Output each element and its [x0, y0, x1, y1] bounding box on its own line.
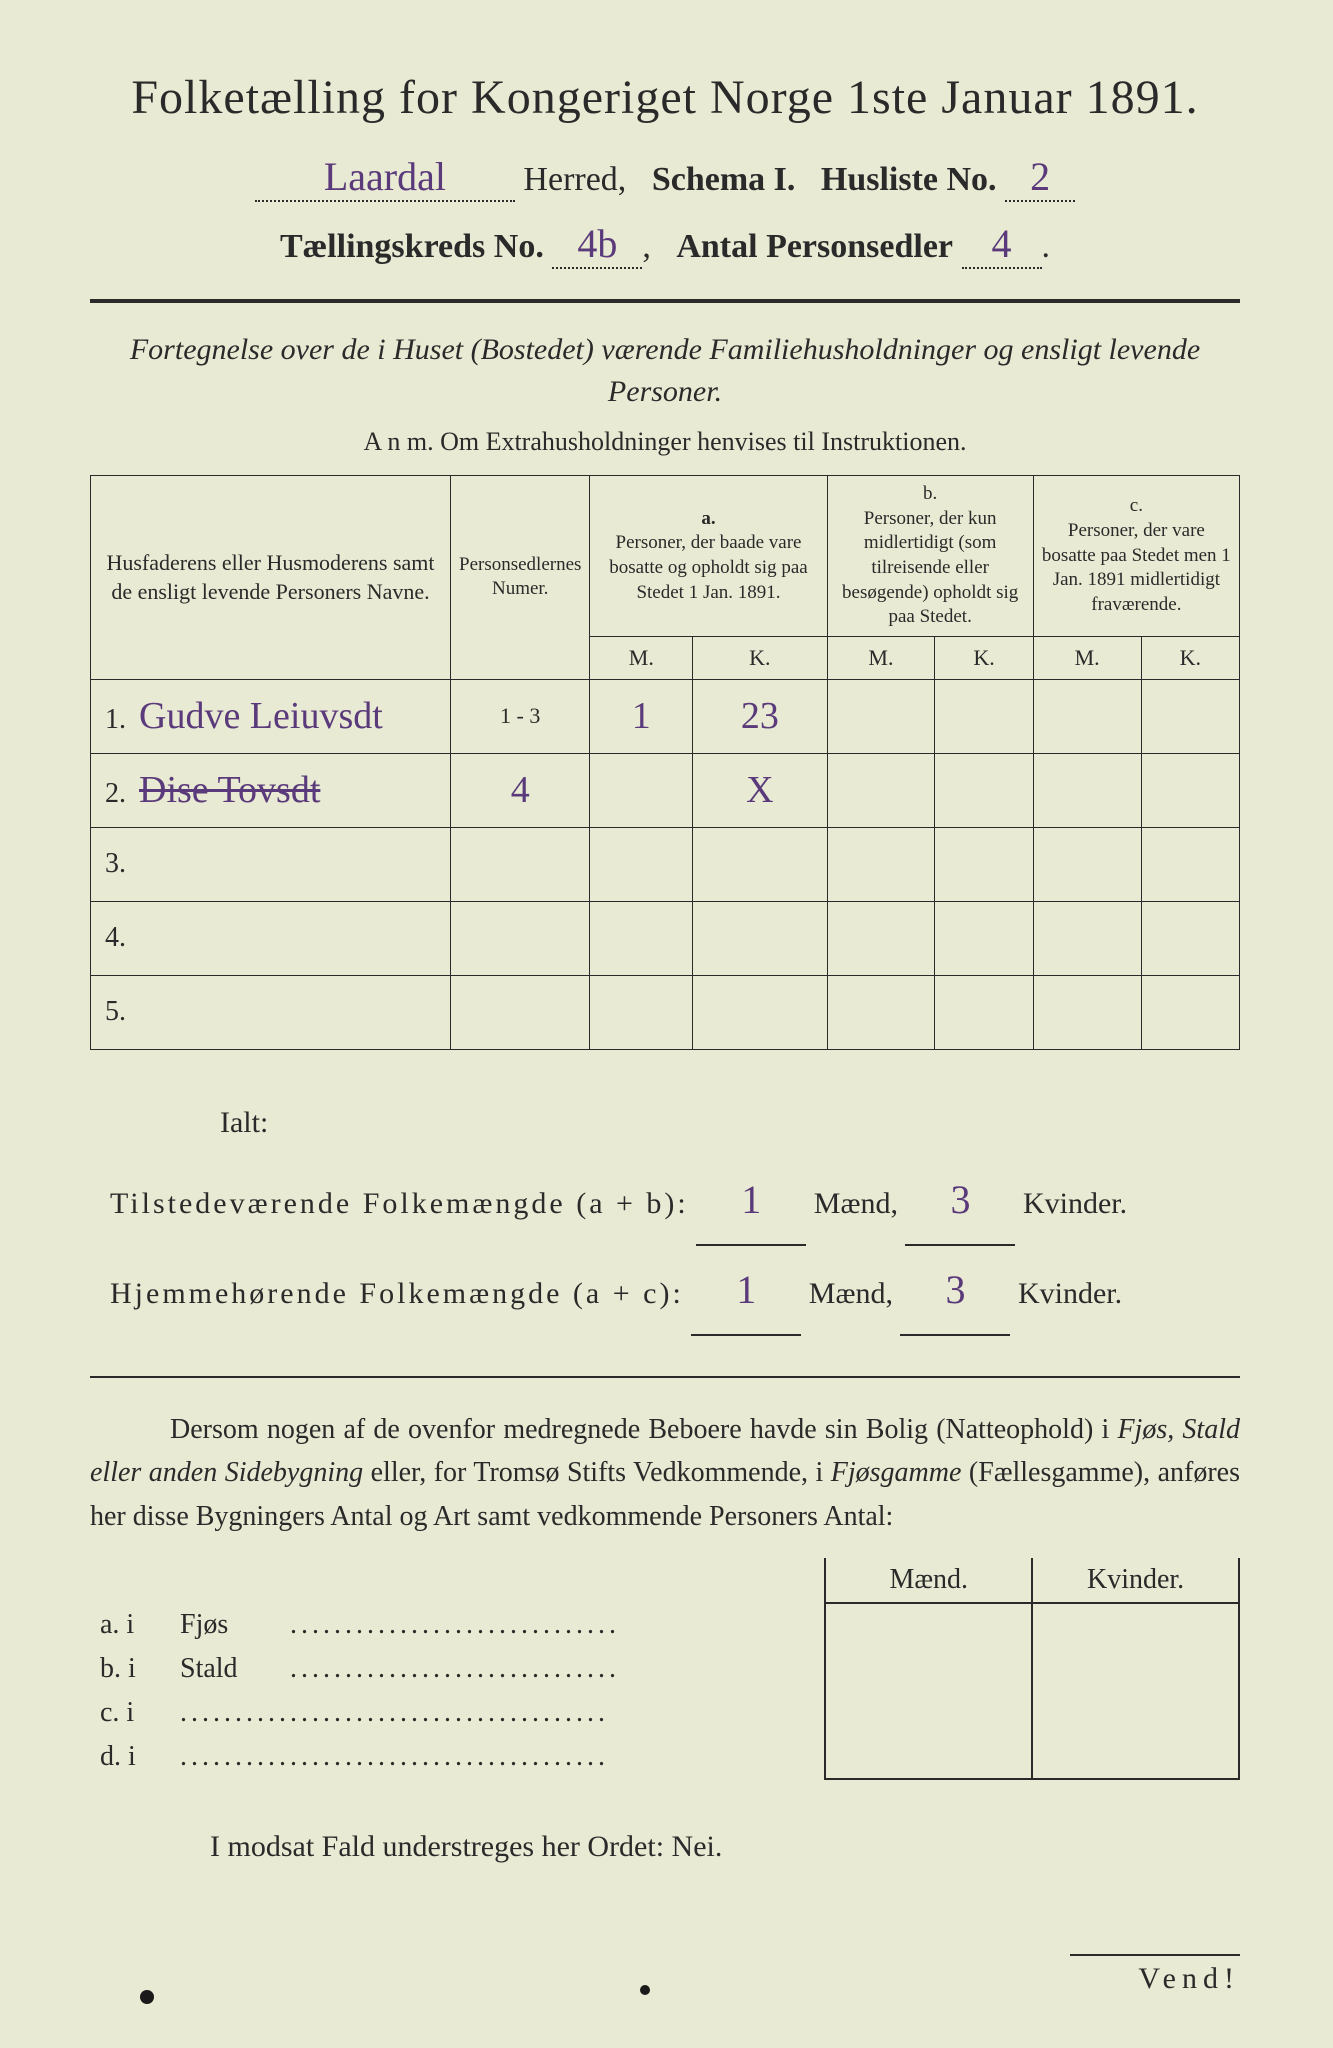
col-nums-header: Personsedlernes Numer. — [451, 476, 590, 680]
subtitle: Fortegnelse over de i Huset (Bostedet) v… — [90, 329, 1240, 413]
herred-value: Laardal — [324, 154, 446, 199]
kreds-no: 4b — [577, 221, 617, 266]
r2-k: 3 — [945, 1267, 965, 1312]
herred-label: Herred, — [523, 161, 626, 198]
maend-header: Mænd. — [825, 1558, 1032, 1603]
header-line-2: Tællingskreds No. 4b, Antal Personsedler… — [90, 220, 1240, 269]
table-row: 1.Gudve Leiuvsdt 1 - 3 1 23 — [91, 679, 1240, 753]
col-b-k: K. — [935, 637, 1033, 680]
tilstede-label: Tilstedeværende Folkemængde (a + b): — [110, 1187, 689, 1220]
table-row: 5. — [91, 975, 1240, 1049]
kvinder-header: Kvinder. — [1032, 1558, 1239, 1603]
r1-m: 1 — [741, 1177, 761, 1222]
ink-blot — [640, 1985, 650, 1995]
side-building-paragraph: Dersom nogen af de ovenfor medregnede Be… — [90, 1408, 1240, 1538]
col-b-header: b. Personer, der kun midlertidigt (som t… — [827, 476, 1033, 637]
census-form: Folketælling for Kongeriget Norge 1ste J… — [90, 70, 1240, 1996]
antal-label: Antal Personsedler — [676, 228, 953, 265]
header-line-1: Laardal Herred, Schema I. Husliste No. 2 — [90, 153, 1240, 202]
husliste-label: Husliste No. — [821, 161, 997, 198]
page-title: Folketælling for Kongeriget Norge 1ste J… — [90, 70, 1240, 125]
ink-blot — [140, 1990, 154, 2004]
col-a-k: K. — [693, 637, 827, 680]
anm-note: A n m. Om Extrahusholdninger henvises ti… — [90, 427, 1240, 457]
divider-2 — [90, 1376, 1240, 1378]
nei-line: I modsat Fald understreges her Ordet: Ne… — [210, 1830, 1240, 1864]
r2-m: 1 — [736, 1267, 756, 1312]
col-c-k: K. — [1141, 637, 1239, 680]
schema-label: Schema I. — [652, 161, 796, 198]
divider — [90, 299, 1240, 303]
r1-k: 3 — [950, 1177, 970, 1222]
table-row: 3. — [91, 827, 1240, 901]
col-b-m: M. — [827, 637, 935, 680]
col-a-header: a. Personer, der baade vare bosatte og o… — [590, 476, 827, 637]
table-row: 4. — [91, 901, 1240, 975]
husliste-no: 2 — [1030, 154, 1050, 199]
vend-label: Vend! — [1070, 1954, 1240, 1996]
col-c-header: c. Personer, der vare bosatte paa Stedet… — [1033, 476, 1239, 637]
col-c-m: M. — [1033, 637, 1141, 680]
table-row: 2.Dise Tovsdt 4 X — [91, 753, 1240, 827]
totals-block: Ialt: Tilstedeværende Folkemængde (a + b… — [90, 1090, 1240, 1336]
side-building-table: Mænd. Kvinder. a. iFjøs.................… — [90, 1558, 1240, 1780]
household-table: Husfaderens eller Husmoderens samt de en… — [90, 475, 1240, 1050]
hjemme-label: Hjemmehørende Folkemængde (a + c): — [110, 1277, 684, 1310]
ialt-label: Ialt: — [220, 1090, 1240, 1156]
col-names-header: Husfaderens eller Husmoderens samt de en… — [91, 476, 451, 680]
col-a-m: M. — [590, 637, 693, 680]
kreds-label: Tællingskreds No. — [280, 228, 544, 265]
antal-no: 4 — [992, 221, 1012, 266]
